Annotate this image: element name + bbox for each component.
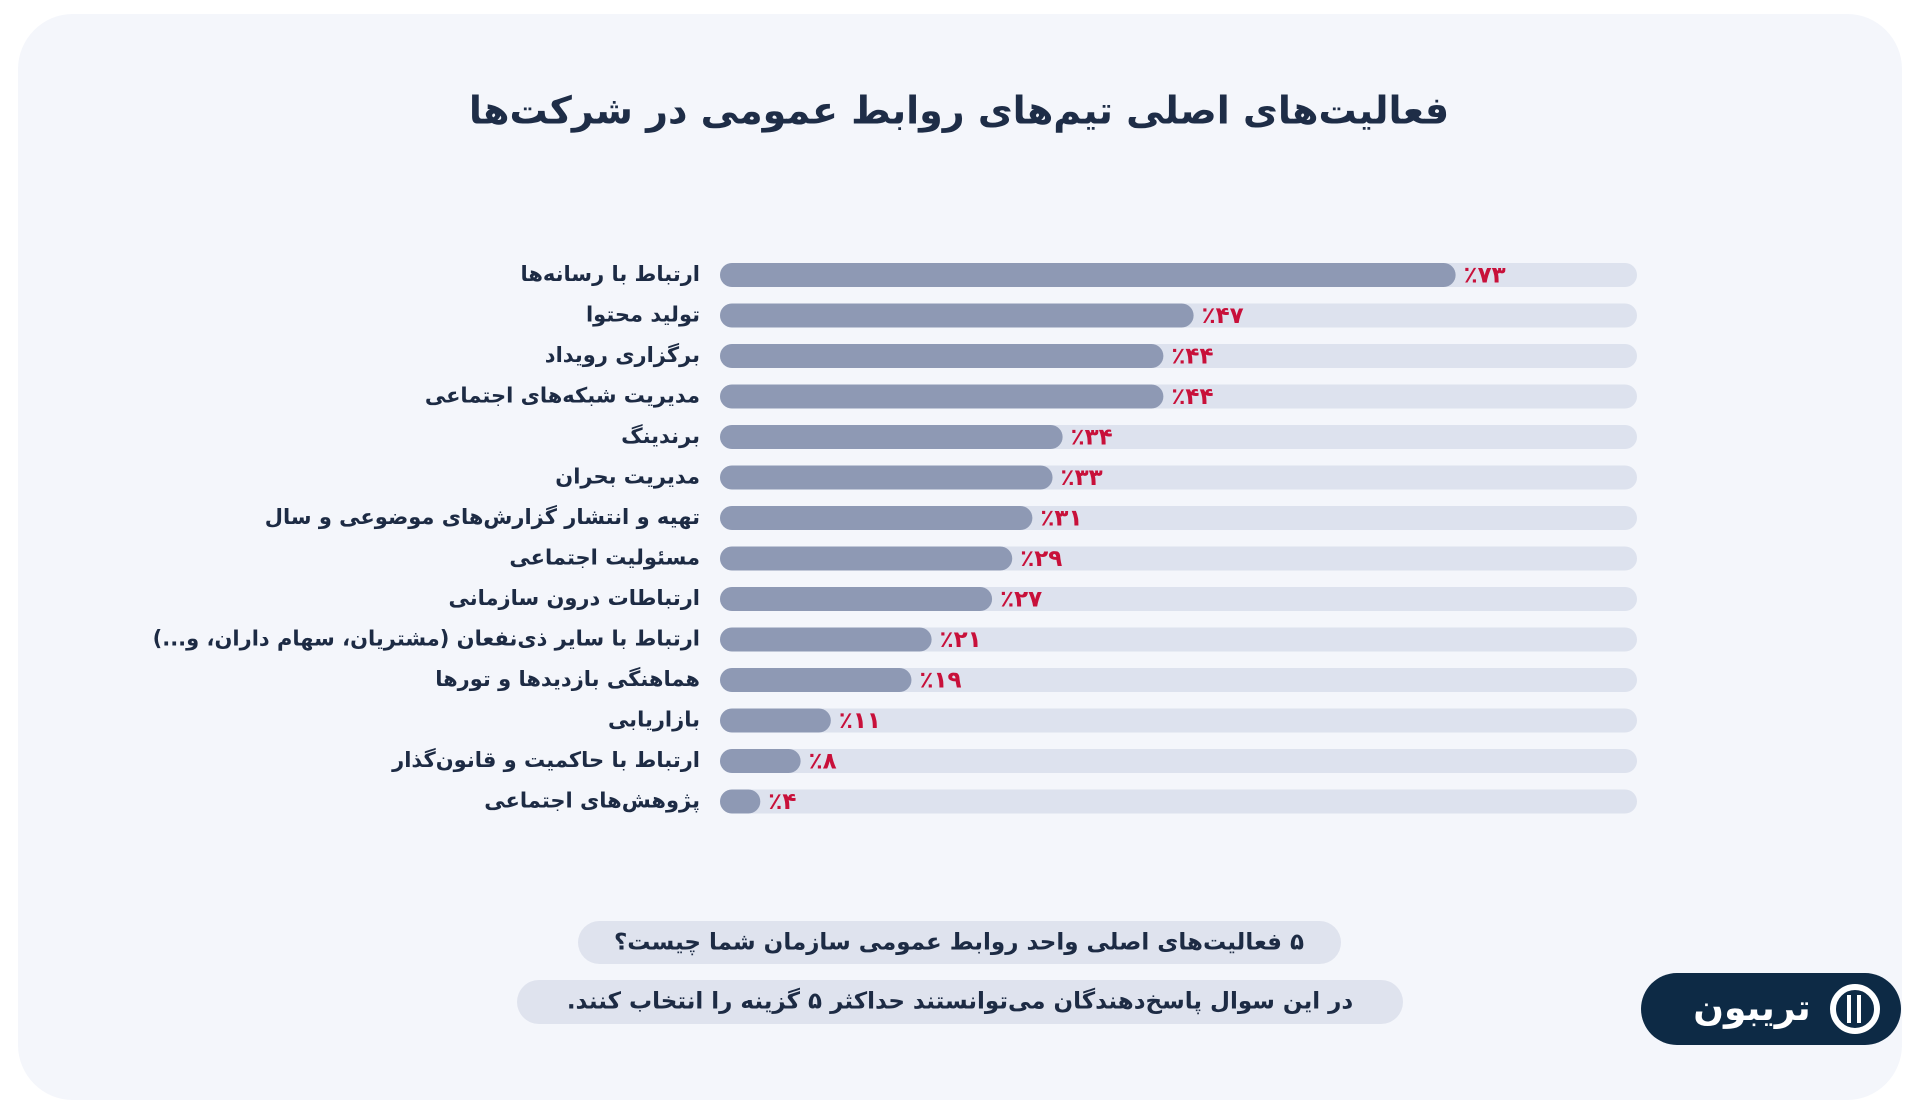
value-label: ٪۳۴ <box>1071 425 1113 451</box>
value-label: ٪۳۳ <box>1061 465 1103 491</box>
bar <box>720 789 761 814</box>
note-pill <box>517 980 1403 1024</box>
bar <box>720 708 831 733</box>
bar <box>720 425 1063 449</box>
value-label: ٪۷۳ <box>1464 263 1506 289</box>
bar <box>720 546 1013 571</box>
category-label: ارتباط با سایر ذی‌نفعان (مشتریان، سهام د… <box>153 627 700 651</box>
value-label: ٪۲۹ <box>1020 546 1062 572</box>
bar <box>720 749 801 773</box>
bar <box>720 263 1456 287</box>
value-label: ٪۴۴ <box>1171 384 1213 410</box>
category-label: ارتباط با حاکمیت و قانون‌گذار <box>391 747 700 772</box>
bar <box>720 384 1164 409</box>
category-label: ارتباط با رسانه‌ها <box>520 262 700 286</box>
note-pill <box>578 921 1341 964</box>
bar <box>720 627 932 652</box>
value-label: ٪۲۱ <box>940 627 982 653</box>
chart-title: فعالیت‌های اصلی تیم‌های روابط عمومی در ش… <box>469 89 1449 134</box>
category-label: مدیریت بحران <box>555 465 700 489</box>
bar <box>720 668 912 692</box>
bar <box>720 344 1164 368</box>
logo-text: تریبون <box>1693 988 1810 1029</box>
bar-track <box>720 789 1637 814</box>
note: در این سوال پاسخ‌دهندگان می‌توانستند حدا… <box>567 988 1354 1015</box>
note: ۵ فعالیت‌های اصلی واحد روابط عمومی سازما… <box>614 930 1304 956</box>
category-label: ارتباطات درون سازمانی <box>448 586 700 610</box>
bar <box>720 465 1053 490</box>
category-label: پژوهش‌های اجتماعی <box>484 789 700 813</box>
bar <box>720 303 1194 328</box>
value-label: ٪۸ <box>809 749 837 775</box>
value-label: ٪۴۷ <box>1202 303 1244 329</box>
bar <box>720 506 1033 530</box>
bar-track <box>720 749 1637 773</box>
value-label: ٪۲۷ <box>1000 587 1042 613</box>
logo-badge <box>1641 973 1901 1045</box>
bar-track <box>720 627 1637 652</box>
category-label: هماهنگی بازدیدها و تورها <box>435 666 700 691</box>
bar-track <box>720 668 1637 692</box>
value-label: ٪۴۴ <box>1171 344 1213 370</box>
value-label: ٪۴ <box>768 789 796 815</box>
category-label: برگزاری رویداد <box>545 342 700 367</box>
value-label: ٪۱۱ <box>839 708 881 734</box>
category-label: تولید محتوا <box>586 303 700 327</box>
category-label: برندینگ <box>621 423 700 448</box>
value-label: ٪۱۹ <box>919 668 961 694</box>
logo-icon <box>1830 984 1880 1034</box>
bar <box>720 587 993 611</box>
category-label: بازاریابی <box>608 708 700 732</box>
category-label: تهیه و انتشار گزارش‌های موضوعی و سال <box>265 504 700 529</box>
category-label: مسئولیت اجتماعی <box>509 546 700 570</box>
value-label: ٪۳۱ <box>1040 506 1082 532</box>
bar-track <box>720 708 1637 733</box>
category-label: مدیریت شبکه‌های اجتماعی <box>425 384 700 408</box>
